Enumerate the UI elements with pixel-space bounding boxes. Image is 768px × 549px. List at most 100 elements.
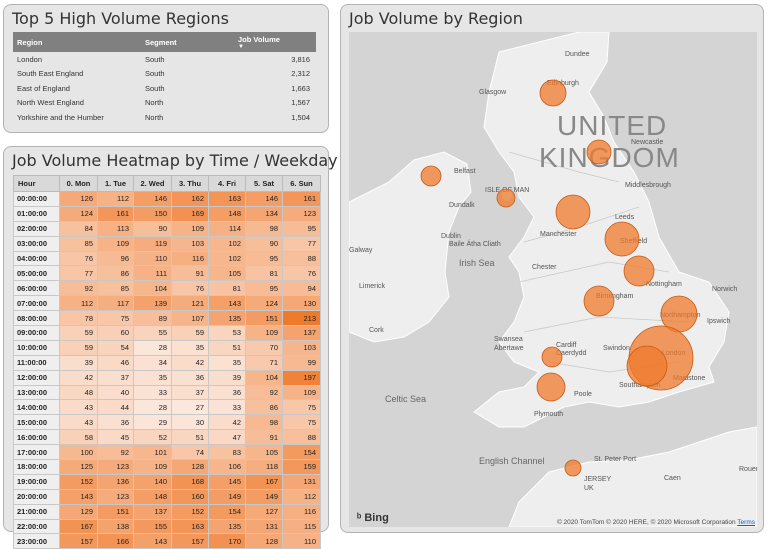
heatmap-cell[interactable]: 59 [59, 339, 98, 356]
heatmap-cell[interactable]: 83 [208, 444, 246, 461]
region-bubble[interactable] [604, 221, 640, 257]
heatmap-cell[interactable]: 213 [282, 310, 321, 327]
heatmap-cell[interactable]: 95 [245, 280, 283, 297]
heatmap-cell[interactable]: 143 [133, 533, 172, 549]
heatmap-header-2[interactable]: 1. Tue [97, 175, 134, 192]
heatmap-cell[interactable]: 94 [282, 280, 321, 297]
heatmap-cell[interactable]: 35 [208, 354, 246, 371]
heatmap-cell[interactable]: 55 [133, 325, 172, 341]
region-bubble[interactable] [626, 345, 668, 387]
heatmap-cell[interactable]: 86 [97, 265, 134, 282]
region-bubble[interactable] [564, 459, 582, 477]
heatmap-cell[interactable]: 160 [171, 488, 209, 505]
heatmap-cell[interactable]: 127 [245, 503, 283, 520]
heatmap-cell[interactable]: 129 [59, 503, 98, 520]
heatmap-cell[interactable]: 90 [133, 220, 172, 237]
heatmap-cell[interactable]: 151 [97, 503, 134, 520]
heatmap-cell[interactable]: 135 [208, 518, 246, 535]
heatmap-cell[interactable]: 99 [282, 354, 321, 371]
heatmap-cell[interactable]: 118 [245, 459, 283, 475]
heatmap-cell[interactable]: 104 [245, 369, 283, 386]
region-bubble[interactable] [623, 255, 655, 287]
heatmap-cell[interactable]: 110 [133, 250, 172, 267]
heatmap-cell[interactable]: 123 [282, 205, 321, 222]
heatmap-cell[interactable]: 34 [133, 354, 172, 371]
heatmap-cell[interactable]: 58 [59, 429, 98, 446]
heatmap-cell[interactable]: 154 [282, 444, 321, 461]
heatmap-cell[interactable]: 45 [97, 429, 134, 446]
heatmap-cell[interactable]: 167 [59, 518, 98, 535]
heatmap-cell[interactable]: 96 [97, 250, 134, 267]
heatmap-cell[interactable]: 42 [59, 369, 98, 386]
heatmap-cell[interactable]: 124 [245, 295, 283, 312]
heatmap-cell[interactable]: 70 [245, 339, 283, 356]
heatmap-cell[interactable]: 35 [171, 339, 209, 356]
heatmap-cell[interactable]: 92 [97, 444, 134, 461]
table-row[interactable]: London South 3,816 [13, 52, 316, 67]
heatmap-cell[interactable]: 43 [59, 399, 98, 416]
heatmap-cell[interactable]: 75 [282, 399, 321, 416]
terms-link[interactable]: Terms [737, 519, 755, 526]
heatmap-cell[interactable]: 76 [59, 250, 98, 267]
heatmap-cell[interactable]: 42 [171, 354, 209, 371]
heatmap-cell[interactable]: 76 [282, 265, 321, 282]
heatmap-cell[interactable]: 102 [208, 250, 246, 267]
region-bubble[interactable] [536, 372, 566, 402]
heatmap-cell[interactable]: 47 [208, 429, 246, 446]
region-bubble[interactable] [541, 346, 563, 368]
heatmap-cell[interactable]: 37 [171, 384, 209, 401]
heatmap-cell[interactable]: 113 [97, 220, 134, 237]
heatmap-cell[interactable]: 137 [282, 325, 321, 341]
heatmap-cell[interactable]: 77 [282, 235, 321, 252]
heatmap-cell[interactable]: 33 [208, 399, 246, 416]
heatmap-cell[interactable]: 112 [97, 191, 134, 207]
heatmap-cell[interactable]: 146 [245, 191, 283, 207]
heatmap-cell[interactable]: 114 [208, 220, 246, 237]
table-row[interactable]: North West England North 1,567 [13, 96, 316, 111]
heatmap-cell[interactable]: 128 [171, 459, 209, 475]
heatmap-cell[interactable]: 81 [245, 265, 283, 282]
heatmap-cell[interactable]: 166 [97, 533, 134, 549]
heatmap-cell[interactable]: 77 [59, 265, 98, 282]
heatmap-cell[interactable]: 33 [133, 384, 172, 401]
heatmap-cell[interactable]: 151 [245, 310, 283, 327]
heatmap-cell[interactable]: 98 [245, 220, 283, 237]
heatmap-cell[interactable]: 89 [133, 310, 172, 327]
heatmap-cell[interactable]: 51 [171, 429, 209, 446]
heatmap-cell[interactable]: 92 [245, 384, 283, 401]
heatmap-cell[interactable]: 139 [133, 295, 172, 312]
heatmap-cell[interactable]: 36 [171, 369, 209, 386]
heatmap-cell[interactable]: 143 [208, 295, 246, 312]
col-segment[interactable]: Segment [141, 32, 234, 52]
heatmap-cell[interactable]: 40 [97, 384, 134, 401]
heatmap-cell[interactable]: 88 [282, 429, 321, 446]
heatmap-cell[interactable]: 106 [208, 459, 246, 475]
heatmap-cell[interactable]: 30 [171, 414, 209, 431]
heatmap-cell[interactable]: 100 [59, 444, 98, 461]
heatmap-cell[interactable]: 152 [171, 503, 209, 520]
heatmap-cell[interactable]: 109 [245, 325, 283, 341]
table-row[interactable]: Yorkshire and the Humber North 1,504 [13, 110, 316, 125]
heatmap-cell[interactable]: 159 [282, 459, 321, 475]
heatmap-cell[interactable]: 29 [133, 414, 172, 431]
heatmap-cell[interactable]: 109 [171, 220, 209, 237]
heatmap-cell[interactable]: 126 [59, 191, 98, 207]
heatmap-cell[interactable]: 105 [245, 444, 283, 461]
heatmap-cell[interactable]: 88 [282, 250, 321, 267]
table-row[interactable]: South East England South 2,312 [13, 67, 316, 82]
heatmap-cell[interactable]: 136 [97, 473, 134, 490]
heatmap-cell[interactable]: 112 [59, 295, 98, 312]
heatmap-cell[interactable]: 85 [97, 280, 134, 297]
heatmap-cell[interactable]: 167 [245, 473, 283, 490]
heatmap-cell[interactable]: 28 [133, 399, 172, 416]
heatmap-cell[interactable]: 123 [97, 459, 134, 475]
heatmap-cell[interactable]: 155 [133, 518, 172, 535]
heatmap-cell[interactable]: 107 [171, 310, 209, 327]
heatmap-header-0[interactable]: Hour [13, 175, 60, 192]
heatmap-cell[interactable]: 36 [97, 414, 134, 431]
heatmap-header-3[interactable]: 2. Wed [133, 175, 172, 192]
heatmap-cell[interactable]: 52 [133, 429, 172, 446]
heatmap-cell[interactable]: 116 [171, 250, 209, 267]
heatmap-cell[interactable]: 95 [282, 220, 321, 237]
heatmap-cell[interactable]: 109 [97, 235, 134, 252]
